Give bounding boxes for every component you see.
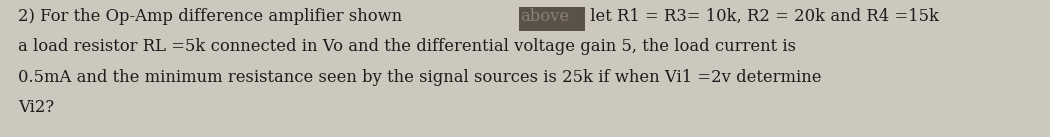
Text: 0.5mA and the minimum resistance seen by the signal sources is 25k if when Vi1 =: 0.5mA and the minimum resistance seen by… xyxy=(18,69,821,86)
Text: Vi2?: Vi2? xyxy=(18,99,55,116)
Text: let R1 = R3= 10k, R2 = 20k and R4 =15k: let R1 = R3= 10k, R2 = 20k and R4 =15k xyxy=(585,8,939,25)
Text: above: above xyxy=(521,8,569,25)
Bar xyxy=(520,7,585,31)
Text: 2) For the Op-Amp difference amplifier shown: 2) For the Op-Amp difference amplifier s… xyxy=(18,8,407,25)
Text: a load resistor RL =5k connected in Vo and the differential voltage gain 5, the : a load resistor RL =5k connected in Vo a… xyxy=(18,38,796,55)
